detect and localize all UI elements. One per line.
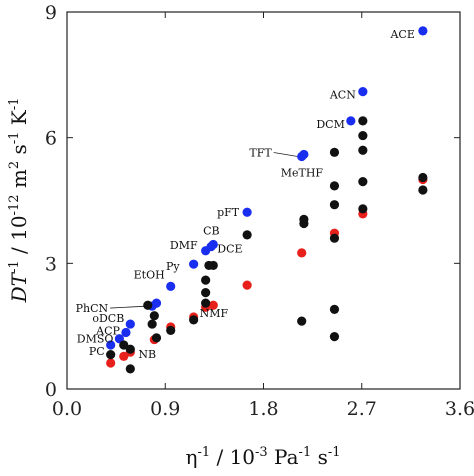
red-data-point — [119, 351, 129, 361]
y-tick-label: 6 — [45, 128, 57, 150]
black-data-point — [329, 200, 340, 210]
red-data-point — [208, 300, 218, 310]
black-data-point — [329, 181, 340, 191]
blue-data-point — [299, 149, 309, 160]
label-leader-line — [110, 305, 149, 309]
y-axis: 0 3 6 9 — [45, 2, 460, 401]
red-data-point — [297, 248, 307, 258]
x-tick-label: 1.8 — [248, 398, 278, 420]
red-data-point — [106, 358, 116, 368]
point-label: ACE — [389, 28, 414, 41]
black-data-point — [418, 172, 428, 183]
blue-data-point — [106, 340, 116, 350]
blue-data-point — [125, 319, 135, 329]
y-tick-label: 3 — [45, 253, 57, 275]
black-data-point — [189, 315, 199, 325]
black-data-point — [329, 332, 340, 342]
black-data-point — [297, 316, 307, 326]
blue-data-point — [346, 116, 356, 126]
point-label: oDCB — [92, 312, 124, 325]
black-data-point — [201, 298, 211, 308]
black-data-point — [125, 344, 135, 354]
data-points — [106, 26, 428, 374]
black-data-point — [125, 364, 135, 374]
blue-data-point — [189, 259, 199, 269]
x-tick-label: 2.7 — [347, 398, 377, 420]
blue-data-point — [418, 26, 428, 36]
label-leader-line — [273, 152, 298, 157]
black-data-point — [242, 230, 252, 240]
point-label: ACN — [329, 89, 356, 102]
black-data-point — [299, 214, 309, 224]
blue-data-point — [166, 281, 176, 291]
point-label: PC — [89, 345, 105, 358]
red-data-point — [242, 280, 252, 290]
x-axis-title: η-1 / 10-3 Pa-1 s-1 — [185, 445, 340, 469]
black-data-point — [201, 275, 211, 285]
black-data-point — [329, 304, 340, 315]
black-data-point — [149, 311, 159, 321]
black-data-point — [358, 116, 368, 126]
point-label: MeTHF — [281, 166, 324, 179]
black-data-point — [166, 325, 176, 335]
black-data-point — [329, 233, 340, 243]
point-label: DMSO — [77, 333, 114, 346]
point-label: NB — [138, 348, 156, 361]
point-label: pFT — [217, 206, 240, 219]
black-data-point — [208, 260, 218, 271]
black-data-point — [119, 340, 129, 350]
point-label: DCE — [217, 242, 242, 255]
black-data-point — [151, 333, 162, 343]
point-label: PhCN — [76, 302, 109, 315]
black-data-point — [201, 288, 211, 298]
y-tick-label: 9 — [45, 2, 57, 24]
black-data-point — [358, 177, 368, 187]
x-axis: 0.0 0.9 1.8 2.7 3.6 — [52, 12, 474, 420]
y-tick-label: 0 — [45, 379, 57, 401]
point-label: NMF — [200, 307, 229, 320]
blue-data-point — [208, 239, 218, 250]
point-label: DCM — [316, 118, 345, 131]
blue-data-point — [242, 207, 252, 217]
black-data-point — [147, 319, 157, 329]
x-tick-label: 0.0 — [52, 398, 82, 420]
blue-data-point — [358, 86, 368, 97]
black-data-point — [143, 300, 153, 310]
point-label: TFT — [249, 147, 272, 160]
blue-data-point — [151, 298, 162, 308]
point-label: EtOH — [134, 268, 165, 281]
y-axis-title: DT-1 / 10-12 m2 s-1 K-1 — [7, 98, 31, 304]
blue-data-point — [121, 327, 131, 338]
point-label: ACP — [95, 324, 120, 337]
point-label: DMF — [170, 239, 198, 252]
point-label: CB — [203, 225, 220, 238]
black-data-point — [418, 185, 428, 195]
black-data-point — [358, 145, 368, 155]
label-leader-lines — [110, 152, 298, 309]
black-data-point — [358, 130, 368, 141]
black-data-point — [106, 350, 116, 360]
x-tick-label: 0.9 — [150, 398, 180, 420]
point-label: Py — [166, 260, 180, 273]
black-data-point — [329, 147, 340, 157]
black-data-point — [358, 204, 368, 214]
x-tick-label: 3.6 — [445, 398, 474, 420]
